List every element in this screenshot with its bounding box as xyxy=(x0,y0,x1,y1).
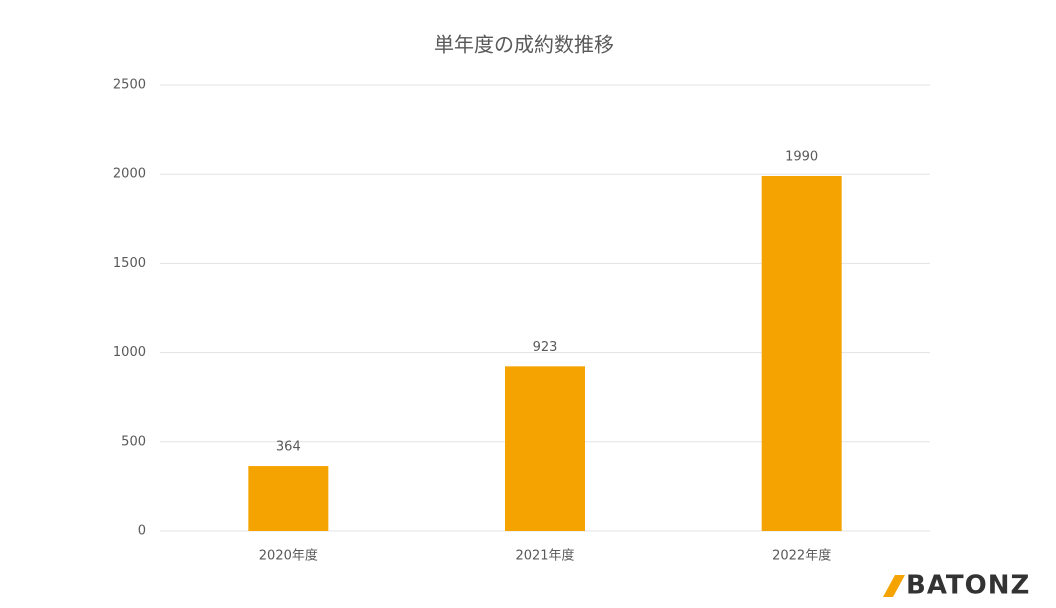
y-tick-label: 0 xyxy=(138,524,146,539)
y-tick-label: 1500 xyxy=(113,256,146,271)
x-tick-label: 2020年度 xyxy=(259,548,318,564)
y-tick-label: 2500 xyxy=(113,78,146,93)
data-label: 364 xyxy=(276,440,301,455)
data-label: 923 xyxy=(533,340,558,355)
bar xyxy=(505,366,585,531)
x-tick-label: 2022年度 xyxy=(772,548,831,564)
x-tick-label: 2021年度 xyxy=(515,548,574,564)
y-tick-label: 2000 xyxy=(113,167,146,182)
data-label: 1990 xyxy=(785,149,818,164)
y-tick-label: 1000 xyxy=(113,345,146,360)
logo-slash xyxy=(883,575,905,597)
y-tick-label: 500 xyxy=(121,434,146,449)
chart-title: 単年度の成約数推移 xyxy=(434,33,614,57)
bar xyxy=(761,175,842,531)
bar xyxy=(248,466,329,531)
logo: BATONZ xyxy=(906,571,1030,601)
